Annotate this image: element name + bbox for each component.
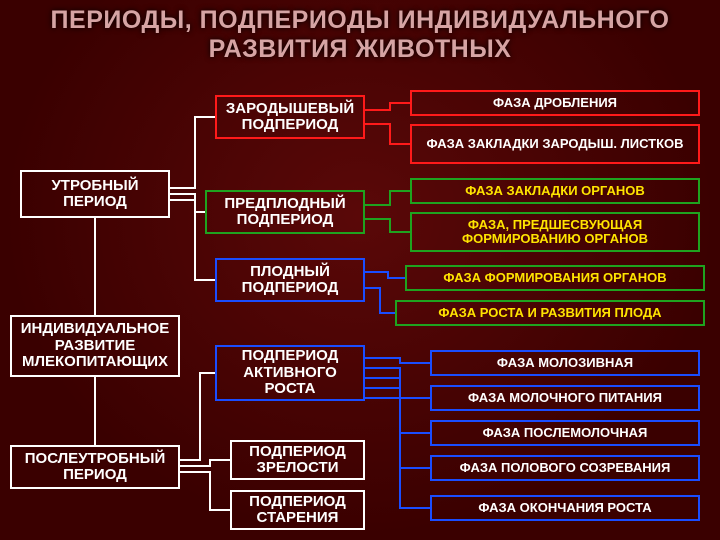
node-individ: ИНДИВИДУАЛЬНОЕ РАЗВИТИЕ МЛЕКОПИТАЮЩИХ [10, 315, 180, 377]
node-f3: ФАЗА ЗАКЛАДКИ ОРГАНОВ [410, 178, 700, 204]
node-f10: ФАЗА ПОЛОВОГО СОЗРЕВАНИЯ [430, 455, 700, 481]
node-f9: ФАЗА ПОСЛЕМОЛОЧНАЯ [430, 420, 700, 446]
node-f11: ФАЗА ОКОНЧАНИЯ РОСТА [430, 495, 700, 521]
slide-title: ПЕРИОДЫ, ПОДПЕРИОДЫ ИНДИВИДУАЛЬНОГО РАЗВ… [0, 6, 720, 64]
node-f4: ФАЗА, ПРЕДШЕСВУЮЩАЯ ФОРМИРОВАНИЮ ОРГАНОВ [410, 212, 700, 252]
node-star: ПОДПЕРИОД СТАРЕНИЯ [230, 490, 365, 530]
node-f1: ФАЗА ДРОБЛЕНИЯ [410, 90, 700, 116]
node-posle: ПОСЛЕУТРОБНЫЙ ПЕРИОД [10, 445, 180, 489]
node-utrobny: УТРОБНЫЙ ПЕРИОД [20, 170, 170, 218]
node-f5: ФАЗА ФОРМИРОВАНИЯ ОРГАНОВ [405, 265, 705, 291]
node-plod: ПЛОДНЫЙ ПОДПЕРИОД [215, 258, 365, 302]
node-zrel: ПОДПЕРИОД ЗРЕЛОСТИ [230, 440, 365, 480]
node-f6: ФАЗА РОСТА И РАЗВИТИЯ ПЛОДА [395, 300, 705, 326]
node-f7: ФАЗА МОЛОЗИВНАЯ [430, 350, 700, 376]
node-f2: ФАЗА ЗАКЛАДКИ ЗАРОДЫШ. ЛИСТКОВ [410, 124, 700, 164]
node-aktiv: ПОДПЕРИОД АКТИВНОГО РОСТА [215, 345, 365, 401]
node-zarod: ЗАРОДЫШЕВЫЙ ПОДПЕРИОД [215, 95, 365, 139]
node-f8: ФАЗА МОЛОЧНОГО ПИТАНИЯ [430, 385, 700, 411]
node-predpl: ПРЕДПЛОДНЫЙ ПОДПЕРИОД [205, 190, 365, 234]
